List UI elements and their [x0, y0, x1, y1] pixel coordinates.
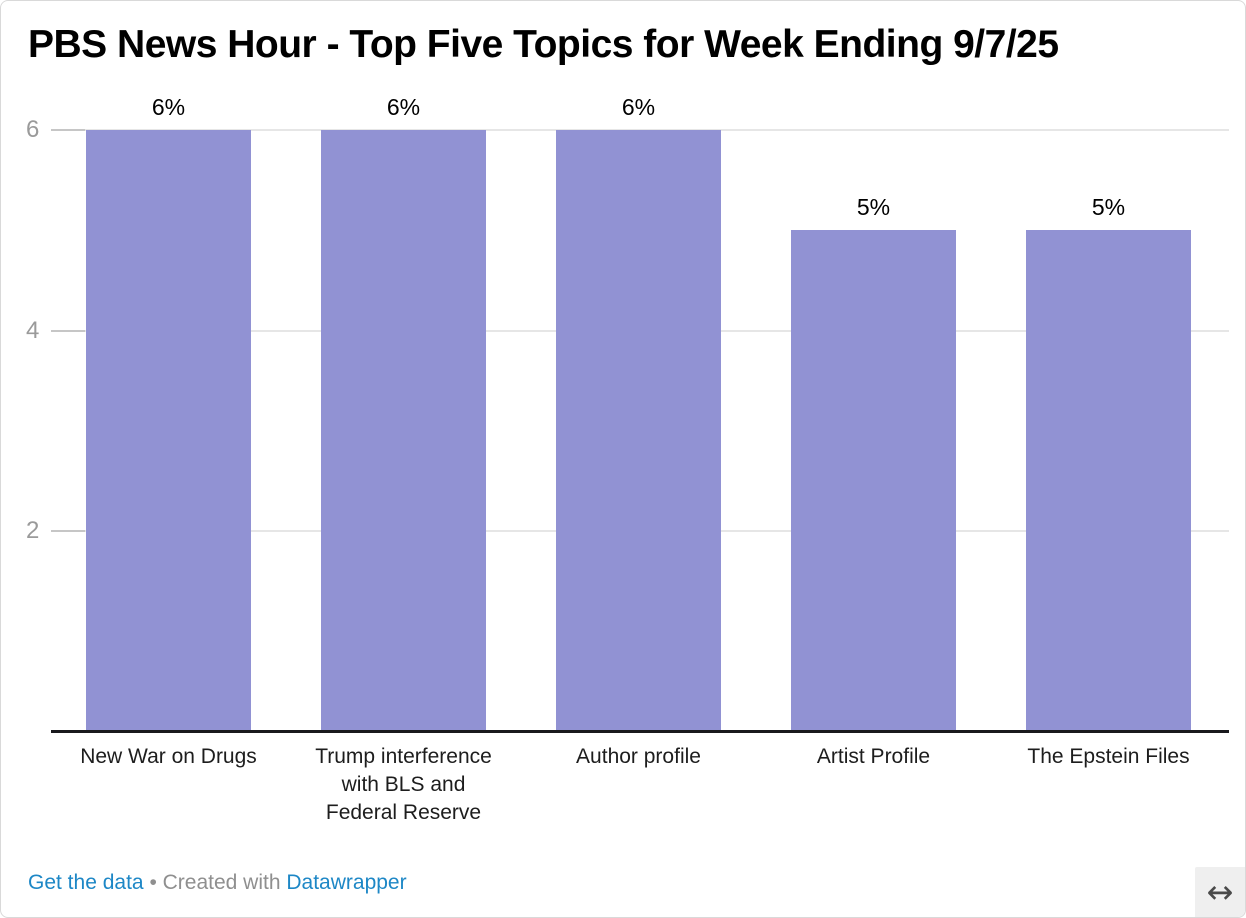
- value-label-2: 6%: [386, 94, 421, 120]
- x-axis-line: [51, 730, 1229, 733]
- value-label-3: 6%: [621, 94, 656, 120]
- value-label-5: 5%: [1091, 194, 1126, 220]
- y-tick-mark-6: [51, 129, 85, 131]
- bar-3[interactable]: [556, 130, 721, 732]
- y-tick-mark-2: [51, 530, 85, 532]
- horizontal-resize-icon: ↔: [1206, 873, 1234, 911]
- get-the-data-link[interactable]: Get the data: [28, 871, 144, 894]
- category-label-4: Artist Profile: [756, 743, 992, 771]
- bar-1[interactable]: [86, 130, 251, 732]
- value-label-1: 6%: [151, 94, 186, 120]
- created-with-text: Created with: [162, 871, 281, 894]
- bar-2[interactable]: [321, 130, 486, 732]
- footer-separator: •: [149, 871, 157, 894]
- category-label-line: Trump interference: [315, 745, 492, 768]
- category-label-line: The Epstein Files: [1027, 745, 1190, 768]
- bar-5[interactable]: [1026, 230, 1191, 732]
- category-label-line: Federal Reserve: [325, 801, 482, 824]
- chart-title: PBS News Hour - Top Five Topics for Week…: [28, 23, 1059, 66]
- category-label-3: Author profile: [521, 743, 757, 771]
- y-tick-mark-4: [51, 330, 85, 332]
- category-label-line: Artist Profile: [816, 745, 931, 768]
- y-tick-label-4: 4: [26, 317, 40, 344]
- y-tick-label-6: 6: [26, 116, 40, 143]
- footer: Get the data • Created with Datawrapper: [28, 870, 407, 896]
- category-label-line: Author profile: [576, 745, 701, 768]
- bar-4[interactable]: [791, 230, 956, 732]
- category-label-line: New War on Drugs: [80, 745, 257, 768]
- category-label-2: Trump interference with BLS and Federal Re…: [286, 743, 522, 827]
- category-label-5: The Epstein Files: [991, 743, 1227, 771]
- category-label-line: with BLS and: [341, 773, 466, 796]
- category-label-1: New War on Drugs: [51, 743, 287, 771]
- y-tick-label-2: 2: [26, 517, 40, 544]
- value-label-4: 5%: [856, 194, 891, 220]
- datawrapper-link[interactable]: Datawrapper: [286, 871, 407, 894]
- resize-handle[interactable]: ↔: [1195, 867, 1245, 917]
